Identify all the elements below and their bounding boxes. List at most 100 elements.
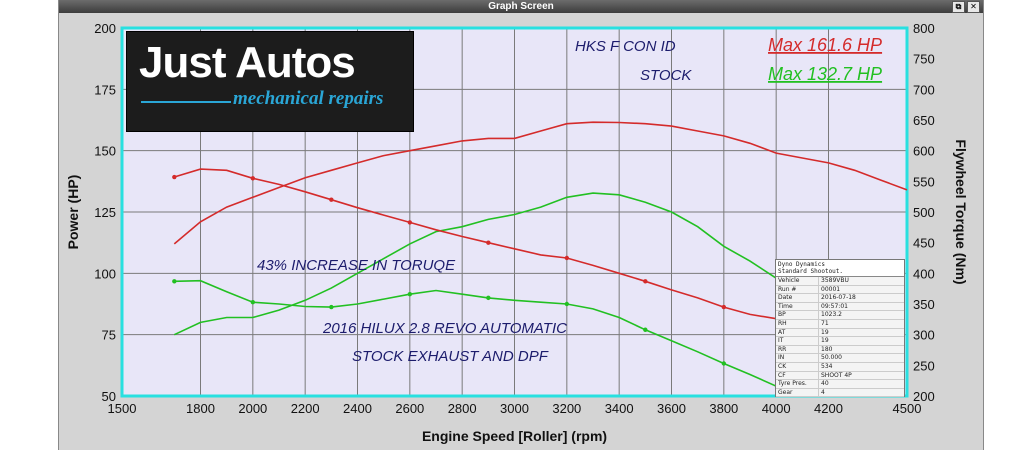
x-tick-label: 2200 bbox=[291, 401, 320, 416]
info-key: BP bbox=[776, 311, 819, 319]
info-value: 50.000 bbox=[821, 354, 842, 362]
brand-underline bbox=[141, 101, 231, 103]
info-row: IT 19 bbox=[776, 337, 904, 346]
series-marker bbox=[721, 304, 727, 310]
series-marker bbox=[721, 361, 727, 366]
info-key: Run # bbox=[776, 285, 819, 294]
y-tick-label: 75 bbox=[102, 328, 116, 343]
y2-tick-label: 750 bbox=[913, 52, 935, 67]
plot-frame bbox=[120, 26, 909, 398]
y2-tick-label: 250 bbox=[913, 358, 935, 373]
series-marker bbox=[643, 279, 648, 284]
y-tick-label: 200 bbox=[94, 21, 116, 36]
y2-tick-label: 650 bbox=[913, 113, 935, 128]
brand-tagline: mechanical repairs bbox=[233, 88, 384, 109]
y2-tick-label: 350 bbox=[913, 297, 935, 312]
y-tick-label: 125 bbox=[94, 205, 116, 220]
x-tick-label: 4200 bbox=[814, 401, 843, 416]
info-value: 2016-07-18 bbox=[821, 294, 856, 302]
series-marker bbox=[250, 176, 256, 181]
info-row: Date 2016-07-18 bbox=[776, 294, 904, 303]
info-row: Vehicle 3589VBU bbox=[776, 277, 904, 286]
info-key: Tyre Pres. bbox=[776, 380, 819, 388]
series-marker bbox=[407, 220, 413, 225]
chart-annotation: 2016 HILUX 2.8 REVO AUTOMATIC bbox=[322, 320, 567, 337]
x-tick-label: 2400 bbox=[343, 401, 372, 416]
info-value: 40 bbox=[821, 380, 829, 388]
x-tick-label: 3400 bbox=[605, 401, 634, 416]
y-tick-label: 150 bbox=[94, 144, 116, 159]
series-line bbox=[173, 121, 908, 245]
y2-tick-label: 400 bbox=[913, 266, 935, 281]
series-marker bbox=[172, 174, 177, 180]
window-title: Graph Screen bbox=[488, 1, 554, 12]
x-tick-label: 2000 bbox=[238, 401, 267, 416]
info-row: CK 534 bbox=[776, 362, 904, 372]
info-header-line: Dyno Dynamics bbox=[778, 261, 825, 268]
x-tick-label: 4000 bbox=[762, 401, 791, 416]
x-tick-label: 3200 bbox=[552, 401, 581, 416]
series-marker bbox=[172, 279, 177, 284]
x-axis-title: Engine Speed [Roller] (rpm) bbox=[422, 428, 607, 444]
info-row: Time 09:57:01 bbox=[776, 302, 904, 312]
chart-annotation: Max 132.7 HP bbox=[768, 64, 882, 84]
series-marker bbox=[486, 295, 491, 301]
y-tick-label: 175 bbox=[94, 82, 116, 97]
chart-annotation: HKS F CON ID bbox=[575, 38, 676, 55]
info-value: 3589VBU bbox=[821, 277, 849, 284]
series-marker bbox=[329, 304, 334, 310]
y-axis-title: Power (HP) bbox=[65, 175, 81, 250]
info-row: IN 50.000 bbox=[776, 354, 904, 363]
info-value: 180 bbox=[821, 345, 833, 353]
info-row: AT 19 bbox=[776, 328, 904, 338]
x-tick-label: 3000 bbox=[500, 401, 529, 416]
dyno-info-box: Dyno Dynamics Standard Shootout. Vehicle… bbox=[775, 259, 905, 398]
y2-tick-label: 600 bbox=[913, 144, 935, 159]
y2-tick-label: 450 bbox=[913, 236, 935, 251]
restore-icon[interactable]: ⧉ bbox=[952, 1, 965, 13]
info-value: 19 bbox=[821, 328, 829, 336]
x-tick-label: 1800 bbox=[186, 401, 215, 416]
x-tick-label: 1500 bbox=[108, 401, 137, 416]
info-value: 71 bbox=[821, 319, 829, 327]
series-marker bbox=[564, 301, 570, 307]
window-titlebar: Graph Screen ⧉ ✕ bbox=[59, 0, 983, 13]
x-tick-label: 4500 bbox=[893, 401, 922, 416]
info-row: Gear 4 bbox=[776, 388, 904, 398]
info-row: Tyre Pres. 40 bbox=[776, 380, 904, 389]
info-key: CK bbox=[776, 362, 819, 371]
info-key: RH bbox=[776, 319, 819, 328]
info-key: Gear bbox=[776, 388, 819, 397]
brand-logo: Just Autos mechanical repairs bbox=[126, 31, 414, 132]
chart-annotation: Max 161.6 HP bbox=[768, 35, 882, 55]
chart-annotation: 43% INCREASE IN TORUQE bbox=[257, 257, 456, 274]
chart-annotation: STOCK EXHAUST AND DPF bbox=[352, 348, 549, 365]
info-value: 19 bbox=[821, 337, 829, 345]
info-row: CF SHOOT 4P bbox=[776, 371, 904, 381]
y-tick-label: 50 bbox=[102, 389, 116, 404]
chart-annotation: STOCK bbox=[640, 67, 692, 84]
series-marker bbox=[643, 327, 648, 332]
info-row: RR 180 bbox=[776, 345, 904, 355]
series-marker bbox=[329, 197, 334, 202]
info-row: RH 71 bbox=[776, 319, 904, 329]
y2-tick-label: 550 bbox=[913, 174, 935, 189]
x-tick-label: 3600 bbox=[657, 401, 686, 416]
y-tick-label: 100 bbox=[94, 266, 116, 281]
series-marker bbox=[407, 291, 413, 297]
y2-tick-label: 200 bbox=[913, 389, 935, 404]
x-tick-label: 2600 bbox=[395, 401, 424, 416]
info-key: RR bbox=[776, 345, 819, 354]
series-line bbox=[174, 279, 777, 387]
brand-name: Just Autos bbox=[139, 38, 356, 87]
info-header: Dyno Dynamics Standard Shootout. bbox=[776, 260, 904, 277]
series-marker bbox=[564, 255, 570, 261]
info-value: 1023.2 bbox=[821, 311, 842, 319]
info-key: Date bbox=[776, 294, 819, 302]
series-marker bbox=[486, 240, 491, 245]
y2-tick-label: 300 bbox=[913, 328, 935, 343]
close-icon[interactable]: ✕ bbox=[967, 1, 980, 13]
info-row: Run #00001 bbox=[776, 285, 904, 295]
x-tick-label: 2800 bbox=[448, 401, 477, 416]
info-header-line: Standard Shootout. bbox=[778, 268, 844, 275]
